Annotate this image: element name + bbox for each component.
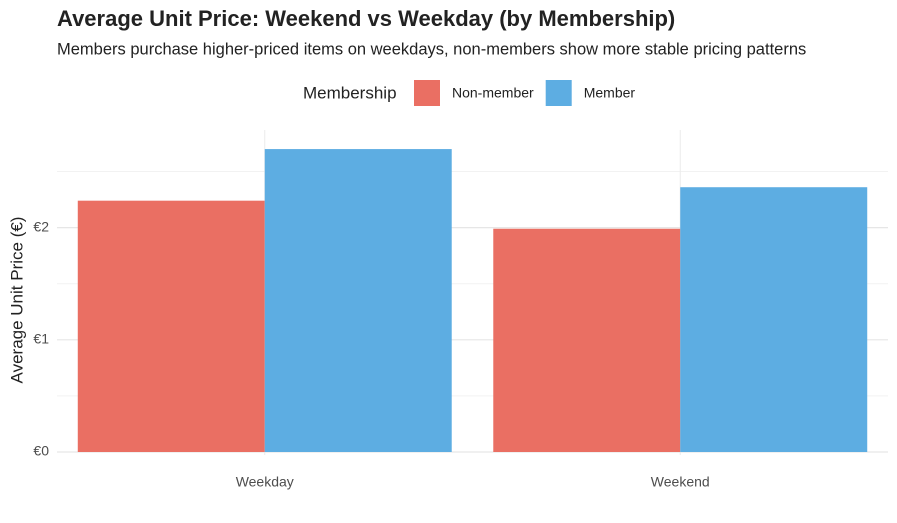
legend-swatch bbox=[545, 80, 572, 106]
x-tick-label: Weekend bbox=[651, 474, 710, 490]
bar bbox=[264, 149, 452, 452]
legend-label: Non-member bbox=[452, 85, 534, 101]
legend-label: Member bbox=[584, 85, 636, 101]
bar bbox=[77, 200, 265, 452]
y-tick-label: €1 bbox=[33, 331, 49, 347]
chart-subtitle: Members purchase higher-priced items on … bbox=[57, 40, 806, 58]
bar bbox=[493, 228, 681, 452]
legend-title: Membership bbox=[303, 83, 397, 102]
x-tick-label: Weekday bbox=[236, 474, 294, 490]
y-axis-label: Average Unit Price (€) bbox=[7, 217, 26, 384]
legend-swatch bbox=[414, 80, 440, 106]
chart-title: Average Unit Price: Weekend vs Weekday (… bbox=[57, 6, 675, 31]
bar bbox=[680, 187, 868, 452]
y-tick-label: €0 bbox=[33, 443, 49, 459]
y-tick-label: €2 bbox=[33, 218, 49, 234]
